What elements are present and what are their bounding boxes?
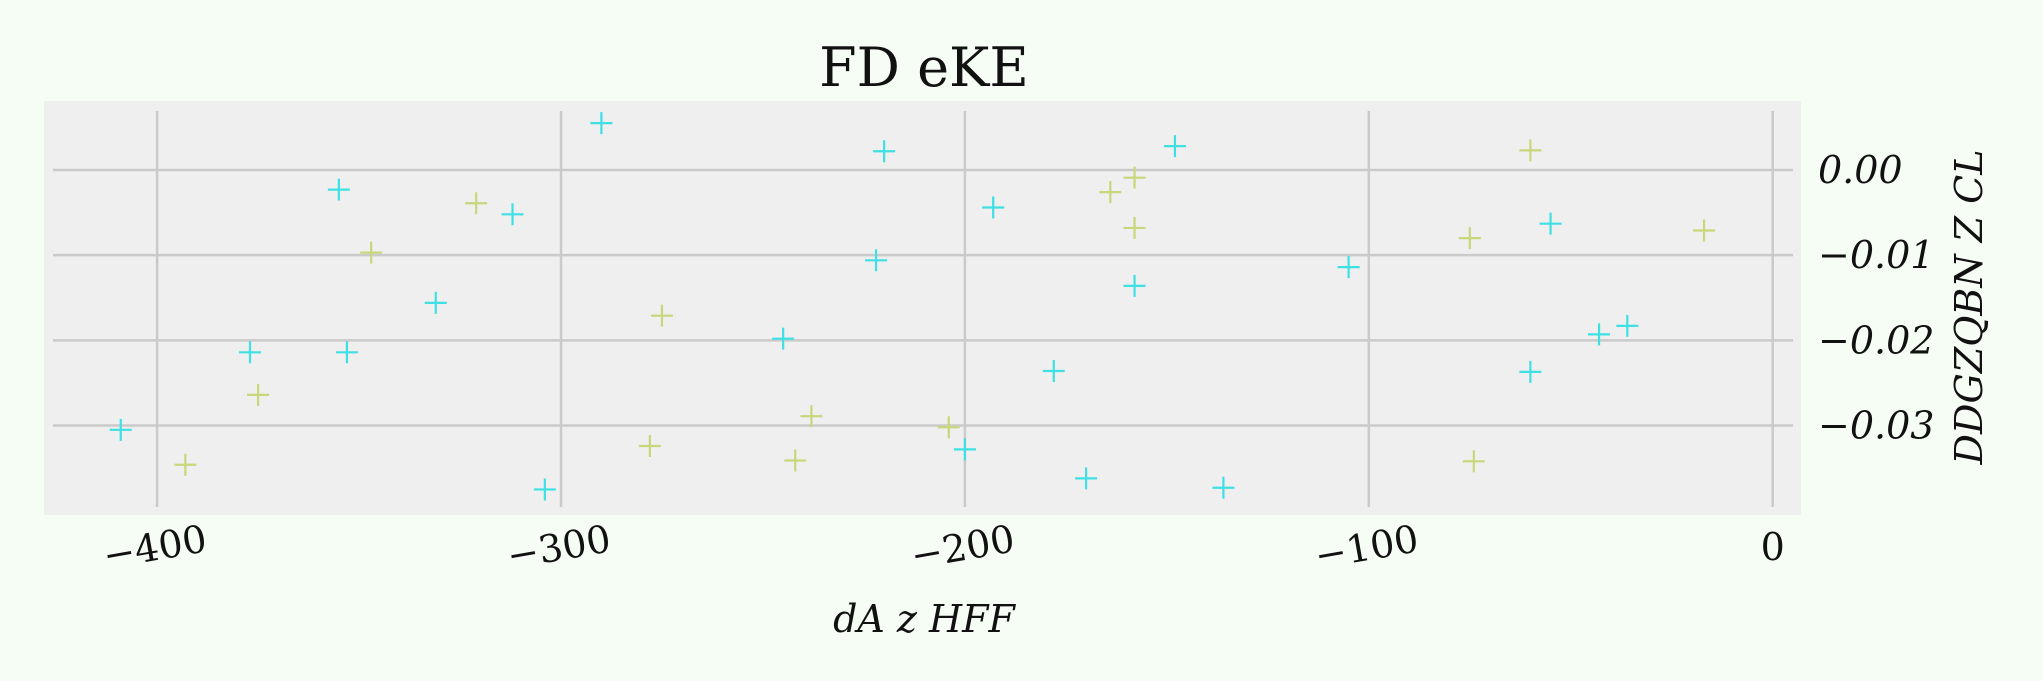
data-point-marker <box>865 249 888 272</box>
data-point-marker <box>1042 360 1065 383</box>
y-tick-label: −0.02 <box>1818 318 1934 362</box>
data-point-marker <box>1616 314 1639 337</box>
data-point-marker <box>650 304 673 327</box>
data-point-marker <box>873 140 896 163</box>
data-point-marker <box>1462 450 1485 473</box>
data-point-marker <box>109 418 132 441</box>
x-tick-labels: −400 −300 −200 −100 0 <box>100 516 1785 577</box>
x-tick-label: 0 <box>1761 525 1785 569</box>
data-point-marker <box>784 449 807 472</box>
data-point-marker <box>937 416 960 439</box>
y-tick-label: −0.03 <box>1818 404 1934 448</box>
data-point-marker <box>953 438 976 461</box>
data-point-marker <box>335 341 358 364</box>
data-point-marker <box>1123 274 1146 297</box>
data-point-marker <box>800 405 823 428</box>
data-point-marker <box>238 341 261 364</box>
data-point-marker <box>1337 256 1360 279</box>
x-tick-label: −300 <box>504 516 614 577</box>
grid-lines <box>53 111 1793 507</box>
data-point-marker <box>1123 166 1146 189</box>
data-point-marker <box>1539 212 1562 235</box>
data-point-marker <box>1163 135 1186 158</box>
data-point-marker <box>1099 181 1122 204</box>
data-point-marker <box>982 196 1005 219</box>
x-tick-label: −200 <box>907 516 1017 577</box>
y-tick-labels: 0.00 −0.01 −0.02 −0.03 <box>1818 148 1934 448</box>
data-point-marker <box>327 178 350 201</box>
data-point-marker <box>1212 476 1235 499</box>
y-tick-label: 0.00 <box>1818 148 1903 192</box>
data-point-marker <box>772 327 795 350</box>
data-point-marker <box>465 192 488 215</box>
data-point-marker <box>590 112 613 135</box>
data-point-marker <box>1693 219 1716 242</box>
data-point-marker <box>1458 227 1481 250</box>
data-points <box>109 112 1716 501</box>
x-tick-label: −400 <box>100 516 210 577</box>
data-point-marker <box>533 478 556 501</box>
data-point-marker <box>1519 139 1542 162</box>
data-point-marker <box>638 435 661 457</box>
y-axis-label: DDGZQBN Z CL <box>1947 150 1991 466</box>
data-point-marker <box>247 383 270 406</box>
data-point-marker <box>424 291 447 314</box>
data-point-marker <box>1588 323 1611 346</box>
data-point-marker <box>1075 467 1098 490</box>
data-point-marker <box>1123 216 1146 239</box>
data-point-marker <box>1519 360 1542 383</box>
y-tick-label: −0.01 <box>1818 233 1934 277</box>
chart-title: FD eKE <box>819 36 1029 99</box>
data-point-marker <box>360 241 383 264</box>
data-point-marker <box>174 453 197 476</box>
x-axis-label: dA z HFF <box>833 597 1016 641</box>
plot-area <box>44 101 1801 515</box>
x-tick-label: −100 <box>1311 516 1421 577</box>
data-point-marker <box>501 203 524 226</box>
